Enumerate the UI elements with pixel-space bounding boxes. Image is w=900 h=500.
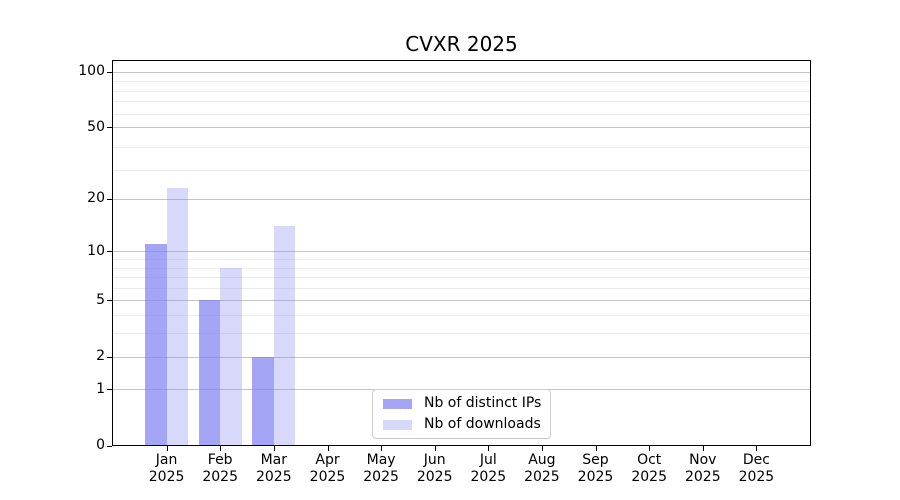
x-tick-label-jun: Jun 2025 <box>416 452 453 485</box>
gridline-minor-6 <box>113 287 810 289</box>
x-tick-label-apr: Apr 2025 <box>309 452 346 485</box>
x-tick-mark-apr <box>327 446 329 451</box>
gridline-2 <box>113 356 810 358</box>
gridline-minor-69 <box>113 101 810 103</box>
gridline-minor-89 <box>113 81 810 82</box>
y-tick-label-50: 50 <box>87 118 105 135</box>
y-tick-mark-5 <box>107 300 112 302</box>
y-tick-mark-50 <box>107 127 112 128</box>
y-tick-label-5: 5 <box>96 291 105 308</box>
bar-distinct-ips-mar <box>252 356 274 445</box>
x-tick-label-feb: Feb 2025 <box>202 452 238 485</box>
chart-title: CVXR 2025 <box>405 32 518 56</box>
bar-downloads-mar <box>273 226 296 445</box>
x-tick-mark-dec <box>756 446 758 451</box>
y-tick-mark-1 <box>107 389 112 391</box>
x-tick-label-mar: Mar 2025 <box>255 452 292 485</box>
legend-swatch-downloads <box>383 419 412 430</box>
x-tick-mark-jun <box>434 446 436 451</box>
y-tick-mark-20 <box>107 198 112 200</box>
y-tick-mark-100 <box>107 71 112 73</box>
y-tick-label-2: 2 <box>96 348 105 364</box>
legend-item-distinct-ips: Nb of distinct IPs <box>383 395 541 412</box>
legend-item-downloads: Nb of downloads <box>383 416 541 433</box>
gridline-minor-39 <box>113 146 810 148</box>
x-tick-mark-oct <box>649 446 651 451</box>
gridline-minor-4 <box>113 315 810 317</box>
y-tick-mark-0 <box>107 445 112 447</box>
x-tick-mark-sep <box>595 446 597 451</box>
gridline-minor-29 <box>113 170 810 171</box>
y-tick-mark-10 <box>107 251 112 253</box>
plot-area: Nb of distinct IPs Nb of downloads <box>112 60 811 446</box>
x-tick-mark-may <box>381 446 383 451</box>
gridline-minor-79 <box>113 90 810 92</box>
legend-label-downloads: Nb of downloads <box>424 416 541 432</box>
x-tick-label-jul: Jul 2025 <box>470 452 507 485</box>
legend-label-distinct-ips: Nb of distinct IPs <box>424 395 542 411</box>
bar-distinct-ips-feb <box>198 300 221 445</box>
gridline-minor-59 <box>113 113 810 115</box>
y-tick-label-100: 100 <box>78 63 105 80</box>
gridline-10 <box>113 251 810 253</box>
gridline-50 <box>113 127 810 128</box>
y-tick-label-0: 0 <box>96 437 105 453</box>
x-tick-mark-feb <box>220 446 222 451</box>
y-tick-mark-2 <box>107 356 112 358</box>
x-tick-mark-jan <box>166 446 168 451</box>
x-tick-label-may: May 2025 <box>363 452 399 485</box>
bar-distinct-ips-jan <box>145 244 167 445</box>
x-tick-label-jan: Jan 2025 <box>148 452 185 485</box>
x-tick-label-aug: Aug 2025 <box>524 452 560 485</box>
gridline-20 <box>113 198 810 200</box>
bar-downloads-feb <box>220 267 242 445</box>
y-tick-label-1: 1 <box>96 380 105 397</box>
gridline-100 <box>113 71 810 73</box>
legend: Nb of distinct IPs Nb of downloads <box>372 389 552 439</box>
gridline-minor-7 <box>113 277 810 279</box>
x-tick-mark-nov <box>702 446 704 451</box>
x-tick-label-dec: Dec 2025 <box>738 452 775 485</box>
x-tick-label-nov: Nov 2025 <box>684 452 721 485</box>
y-tick-label-20: 20 <box>87 190 105 207</box>
x-tick-mark-jul <box>488 446 490 451</box>
legend-swatch-distinct-ips <box>383 398 412 409</box>
gridline-minor-9 <box>113 259 810 260</box>
gridline-minor-8 <box>113 267 810 269</box>
x-tick-mark-mar <box>273 446 275 451</box>
y-tick-label-10: 10 <box>87 242 105 259</box>
gridline-minor-3 <box>113 333 810 335</box>
gridline-5 <box>113 300 810 302</box>
bar-downloads-jan <box>166 188 188 445</box>
x-tick-label-oct: Oct 2025 <box>631 452 667 485</box>
x-tick-mark-aug <box>541 446 543 451</box>
x-tick-label-sep: Sep 2025 <box>577 452 614 485</box>
